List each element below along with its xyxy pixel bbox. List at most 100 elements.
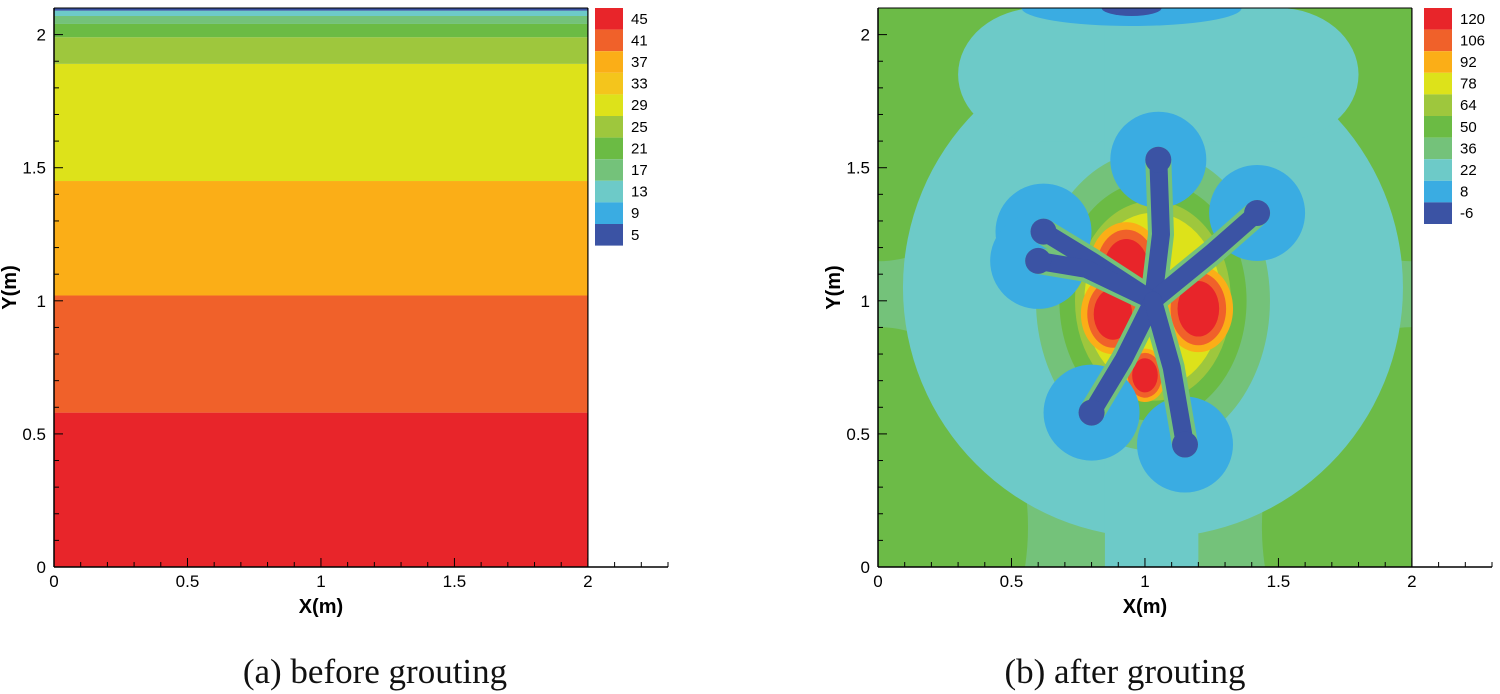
legend-label: 33 bbox=[631, 76, 648, 93]
x-tick-label: 1 bbox=[1140, 572, 1149, 591]
y-tick-label: 0 bbox=[37, 558, 46, 577]
legend-label: 29 bbox=[631, 97, 648, 114]
x-tick-label: 1.5 bbox=[1267, 572, 1291, 591]
hot-spot bbox=[1093, 288, 1133, 340]
legend-label: 22 bbox=[1460, 162, 1477, 179]
legend-label: 64 bbox=[1460, 97, 1477, 114]
contour-field bbox=[878, 8, 1412, 567]
y-axis-title: Y(m) bbox=[823, 265, 845, 309]
legend-label: 9 bbox=[631, 205, 639, 222]
legend-swatch bbox=[1424, 137, 1452, 160]
legend-swatch bbox=[595, 29, 623, 52]
legend-label: 37 bbox=[631, 54, 648, 71]
grout-arm bbox=[1144, 291, 1194, 454]
legend-label: 92 bbox=[1460, 54, 1477, 71]
legend-label: 17 bbox=[631, 162, 648, 179]
y-tick-label: 1 bbox=[861, 292, 870, 311]
y-tick-label: 0.5 bbox=[846, 425, 870, 444]
grout-arm-tip bbox=[1172, 431, 1198, 458]
x-tick-label: 1 bbox=[316, 572, 325, 591]
legend-swatch bbox=[595, 116, 623, 138]
y-tick-label: 0 bbox=[861, 558, 870, 577]
x-tick-label: 0.5 bbox=[1000, 572, 1024, 591]
legend-label: 21 bbox=[631, 140, 648, 157]
panel-after-grouting: 0 0.5 1 1.5 2 0 0.5 1 1.5 2 X(m) Y(m) 120 106 92 78 64 50… bbox=[750, 0, 1500, 694]
legend-label: 120 bbox=[1460, 11, 1485, 28]
x-tick-label: 1.5 bbox=[443, 572, 467, 591]
hot-spot bbox=[1177, 281, 1220, 337]
legend-swatch bbox=[1424, 8, 1452, 30]
grout-arm bbox=[1144, 150, 1170, 310]
legend-swatch bbox=[1424, 51, 1452, 73]
contour-band-5 bbox=[54, 8, 588, 11]
x-axis-title: X(m) bbox=[1123, 596, 1167, 618]
legend-swatch bbox=[595, 137, 623, 160]
legend-swatch bbox=[595, 8, 623, 30]
legend-label: 50 bbox=[1460, 119, 1477, 136]
x-tick-label: 0 bbox=[873, 572, 882, 591]
legend-label: 25 bbox=[631, 119, 648, 136]
contour-field bbox=[54, 8, 588, 567]
legend-swatch bbox=[595, 94, 623, 116]
legend-label: 45 bbox=[631, 11, 648, 28]
legend-swatch bbox=[1424, 159, 1452, 181]
hot-spot bbox=[1132, 358, 1158, 393]
legend-swatch bbox=[595, 51, 623, 73]
contour-band-33 bbox=[54, 63, 588, 182]
contour-band-45 bbox=[54, 412, 588, 567]
x-tick-label: 0 bbox=[49, 572, 58, 591]
contour-band-21 bbox=[54, 15, 588, 24]
chart-after-grouting: 0 0.5 1 1.5 2 0 0.5 1 1.5 2 X(m) Y(m) 120 106 92 78 64 50… bbox=[823, 7, 1493, 618]
caption-before-grouting: (a) before grouting bbox=[242, 652, 508, 691]
contour-region bbox=[878, 327, 1028, 567]
y-tick-label: 2 bbox=[37, 26, 46, 45]
legend-label: 41 bbox=[631, 32, 648, 49]
contour-band-41 bbox=[54, 295, 588, 413]
grout-arm-tip bbox=[1030, 218, 1057, 245]
legend-swatch bbox=[1424, 116, 1452, 138]
x-tick-label: 0.5 bbox=[176, 572, 200, 591]
grout-arm-tip bbox=[1025, 247, 1052, 274]
legend-swatch bbox=[595, 180, 623, 203]
legend-swatch bbox=[595, 72, 623, 95]
legend-swatch bbox=[1424, 180, 1452, 203]
caption-after-grouting: (b) after grouting bbox=[1004, 652, 1246, 691]
grout-arm-tip bbox=[1078, 399, 1105, 426]
legend-label: 106 bbox=[1460, 32, 1485, 49]
grout-arm bbox=[1029, 251, 1162, 310]
y-axis-title: Y(m) bbox=[0, 265, 21, 309]
x-tick-label: 2 bbox=[1407, 572, 1416, 591]
legend-swatch bbox=[595, 202, 623, 224]
y-tick-label: 1.5 bbox=[22, 159, 46, 178]
legend-label: 13 bbox=[631, 184, 648, 201]
y-tick-label: 1.5 bbox=[846, 159, 870, 178]
contour-band-25 bbox=[54, 23, 588, 38]
contour-band-17 bbox=[54, 10, 588, 16]
legend-swatch bbox=[1424, 202, 1452, 224]
grout-arm-tip bbox=[1244, 199, 1271, 226]
legend-swatch bbox=[595, 224, 623, 246]
x-tick-label: 2 bbox=[583, 572, 592, 591]
legend-swatch bbox=[1424, 29, 1452, 52]
y-tick-label: 2 bbox=[861, 26, 870, 45]
contour-region bbox=[1021, 8, 1242, 26]
legend-label: 36 bbox=[1460, 140, 1477, 157]
legend-label: -6 bbox=[1460, 205, 1473, 222]
contour-region bbox=[1101, 8, 1162, 16]
legend-label: 5 bbox=[631, 227, 639, 244]
legend-label: 8 bbox=[1460, 184, 1468, 201]
grout-arm bbox=[1082, 291, 1162, 422]
grout-arm-tip bbox=[1145, 146, 1172, 173]
y-tick-label: 0.5 bbox=[22, 425, 46, 444]
legend-swatch bbox=[1424, 94, 1452, 116]
legend-swatch bbox=[595, 159, 623, 181]
grout-arm bbox=[1144, 204, 1267, 310]
y-tick-label: 1 bbox=[37, 292, 46, 311]
legend-swatch bbox=[1424, 72, 1452, 95]
legend-label: 78 bbox=[1460, 76, 1477, 93]
x-axis-title: X(m) bbox=[299, 596, 343, 618]
contour-band-37 bbox=[54, 181, 588, 296]
chart-before-grouting: 0 0.5 1 1.5 2 0 0.5 1 1.5 2 X(m) Y(m) 45 41 37 33 29 25 21… bbox=[0, 7, 669, 618]
panel-before-grouting: 0 0.5 1 1.5 2 0 0.5 1 1.5 2 X(m) Y(m) 45 41 37 33 29 25 21… bbox=[0, 7, 669, 691]
contour-band-29 bbox=[54, 37, 588, 64]
